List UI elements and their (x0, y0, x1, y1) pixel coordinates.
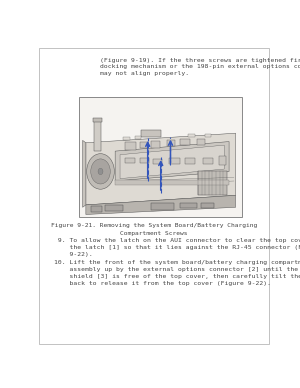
Text: 10. Lift the front of the system board/battery charging compartment
    assembly: 10. Lift the front of the system board/b… (54, 260, 300, 286)
Text: (Figure 9-19). If the three screws are tightened first, the
docking mechanism or: (Figure 9-19). If the three screws are t… (100, 57, 300, 76)
Circle shape (91, 159, 110, 184)
Bar (153, 159, 161, 164)
Bar (125, 142, 136, 150)
Bar (196, 139, 205, 145)
Bar (125, 158, 135, 163)
Bar (167, 140, 175, 146)
Bar (135, 136, 141, 139)
Bar (94, 121, 101, 151)
Bar (140, 158, 149, 163)
Bar (115, 180, 229, 185)
Bar (180, 203, 196, 208)
Bar (105, 205, 123, 211)
Circle shape (98, 168, 103, 175)
Bar (79, 97, 242, 217)
Bar (93, 118, 102, 123)
Bar (123, 137, 130, 140)
Polygon shape (115, 142, 229, 181)
Polygon shape (120, 145, 224, 178)
Bar (219, 156, 226, 165)
Bar (151, 141, 160, 147)
Polygon shape (86, 133, 236, 205)
Bar (169, 158, 180, 164)
Polygon shape (86, 195, 236, 215)
Text: Figure 9-21. Removing the System Board/Battery Charging: Figure 9-21. Removing the System Board/B… (51, 223, 257, 229)
Bar (180, 139, 190, 145)
Bar (141, 130, 161, 137)
Bar (201, 203, 214, 208)
Text: Compartment Screws: Compartment Screws (120, 231, 188, 236)
Bar (91, 206, 102, 212)
Polygon shape (82, 140, 86, 207)
Bar (205, 134, 211, 137)
Bar (198, 171, 227, 195)
Bar (140, 142, 148, 147)
Bar (185, 158, 195, 164)
Circle shape (87, 154, 114, 189)
Bar (151, 203, 174, 210)
Text: 9. To allow the latch on the AUI connector to clear the top cover, fold
    the : 9. To allow the latch on the AUI connect… (54, 238, 300, 257)
Bar (203, 158, 213, 164)
Bar (188, 134, 195, 137)
